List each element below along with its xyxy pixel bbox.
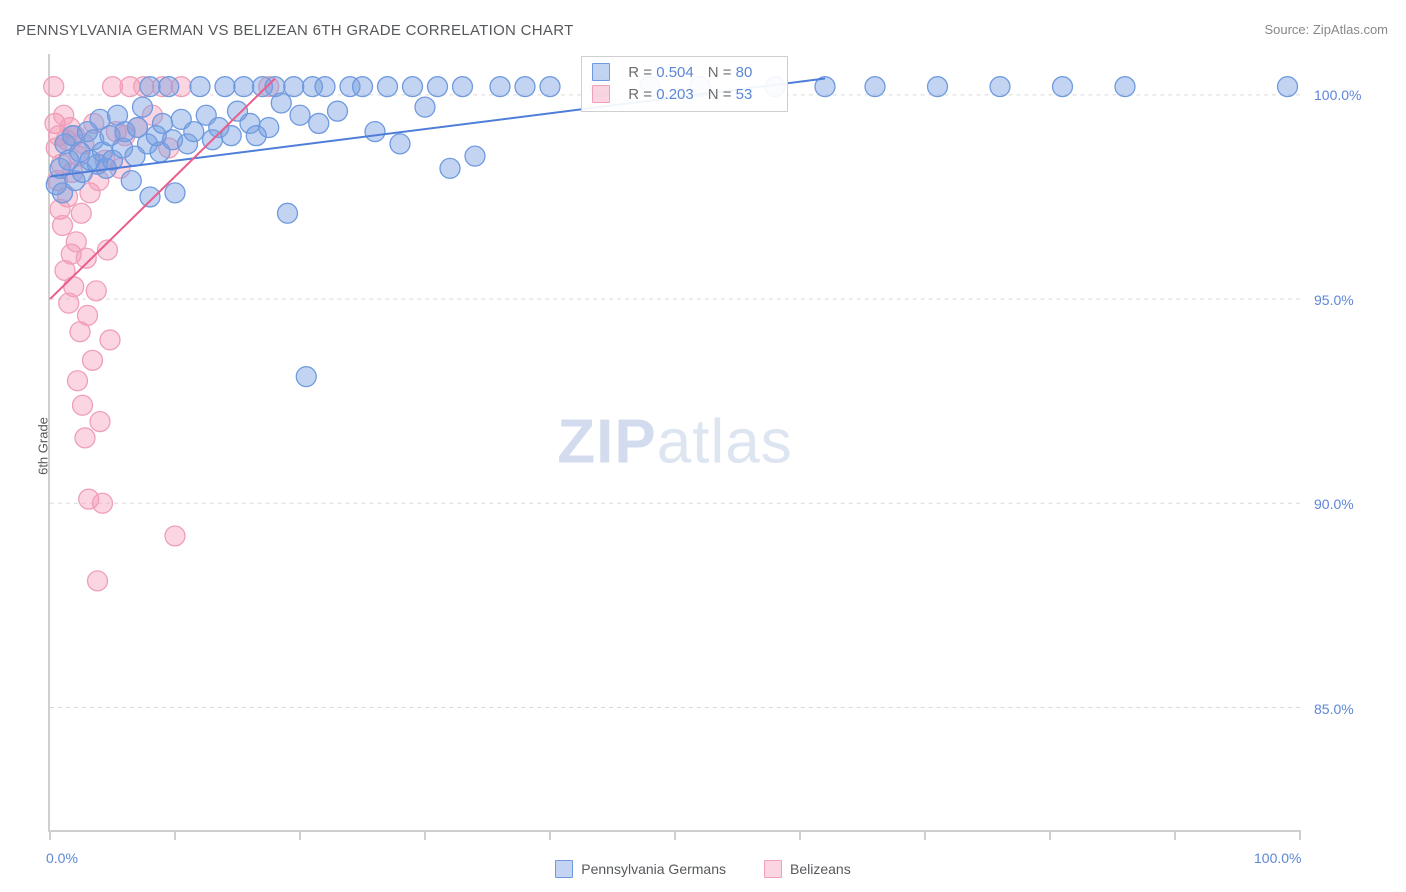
stats-r-label-1: R = <box>628 86 656 103</box>
y-tick-label: 95.0% <box>1314 292 1354 308</box>
scatter-point <box>353 77 373 97</box>
scatter-point <box>133 97 153 117</box>
scatter-point <box>1278 77 1298 97</box>
scatter-point <box>83 350 103 370</box>
scatter-point <box>403 77 423 97</box>
plot-svg <box>50 54 1300 830</box>
scatter-point <box>309 113 329 133</box>
scatter-point <box>453 77 473 97</box>
scatter-point <box>68 371 88 391</box>
scatter-point <box>865 77 885 97</box>
stats-n-label-1: N = <box>708 86 736 103</box>
scatter-point <box>490 77 510 97</box>
plot-area: ZIPatlas R = 0.504 N = 80 R = 0.203 N = … <box>48 54 1300 832</box>
chart-source: Source: ZipAtlas.com <box>1264 22 1388 37</box>
scatter-point <box>428 77 448 97</box>
scatter-point <box>140 77 160 97</box>
scatter-point <box>165 526 185 546</box>
scatter-point <box>78 305 98 325</box>
stats-r-label-0: R = <box>628 64 656 81</box>
plot-container: ZIPatlas R = 0.504 N = 80 R = 0.203 N = … <box>48 54 1300 832</box>
scatter-point <box>1115 77 1135 97</box>
chart-title: PENNSYLVANIA GERMAN VS BELIZEAN 6TH GRAD… <box>16 22 574 39</box>
scatter-point <box>278 203 298 223</box>
scatter-point <box>259 118 279 138</box>
scatter-point <box>159 77 179 97</box>
stats-r-value-1: 0.203 <box>656 86 694 103</box>
scatter-point <box>64 277 84 297</box>
scatter-point <box>121 171 141 191</box>
stats-n-label-0: N = <box>708 64 736 81</box>
y-tick-label: 100.0% <box>1314 87 1361 103</box>
scatter-point <box>184 122 204 142</box>
legend-label-belizeans: Belizeans <box>790 861 851 877</box>
stats-n-0: N = 80 <box>708 64 773 81</box>
scatter-point <box>315 77 335 97</box>
legend-swatch-pa-germans <box>555 860 573 878</box>
scatter-point <box>390 134 410 154</box>
stats-box: R = 0.504 N = 80 R = 0.203 N = 53 <box>581 56 788 112</box>
stats-r-value-0: 0.504 <box>656 64 694 81</box>
scatter-point <box>415 97 435 117</box>
scatter-point <box>378 77 398 97</box>
scatter-point <box>76 248 96 268</box>
stats-r-0: R = 0.504 <box>628 64 693 81</box>
scatter-point <box>271 93 291 113</box>
y-tick-label: 90.0% <box>1314 496 1354 512</box>
legend-label-pa-germans: Pennsylvania Germans <box>581 861 726 877</box>
scatter-point <box>71 203 91 223</box>
scatter-point <box>284 77 304 97</box>
scatter-point <box>90 412 110 432</box>
stats-n-value-0: 80 <box>736 64 753 81</box>
scatter-point <box>328 101 348 121</box>
scatter-point <box>73 395 93 415</box>
legend-item-pa-germans: Pennsylvania Germans <box>555 860 726 878</box>
scatter-point <box>88 571 108 591</box>
stats-r-1: R = 0.203 <box>628 86 693 103</box>
scatter-point <box>234 77 254 97</box>
scatter-point <box>215 77 235 97</box>
scatter-point <box>93 493 113 513</box>
scatter-point <box>1053 77 1073 97</box>
scatter-point <box>100 330 120 350</box>
scatter-point <box>290 105 310 125</box>
chart-root: PENNSYLVANIA GERMAN VS BELIZEAN 6TH GRAD… <box>0 0 1406 892</box>
stats-n-value-1: 53 <box>736 86 753 103</box>
scatter-point <box>165 183 185 203</box>
scatter-point <box>515 77 535 97</box>
scatter-point <box>86 281 106 301</box>
scatter-point <box>75 428 95 448</box>
scatter-point <box>990 77 1010 97</box>
scatter-point <box>296 367 316 387</box>
legend-item-belizeans: Belizeans <box>764 860 851 878</box>
scatter-point <box>53 216 73 236</box>
scatter-point <box>365 122 385 142</box>
stats-n-1: N = 53 <box>708 86 773 103</box>
bottom-legend: Pennsylvania Germans Belizeans <box>0 860 1406 878</box>
scatter-point <box>140 187 160 207</box>
scatter-point <box>540 77 560 97</box>
scatter-point <box>928 77 948 97</box>
stats-swatch-0 <box>592 63 610 81</box>
scatter-point <box>190 77 210 97</box>
scatter-point <box>440 158 460 178</box>
y-tick-label: 85.0% <box>1314 701 1354 717</box>
scatter-point <box>44 77 64 97</box>
stats-swatch-1 <box>592 85 610 103</box>
legend-swatch-belizeans <box>764 860 782 878</box>
scatter-point <box>465 146 485 166</box>
